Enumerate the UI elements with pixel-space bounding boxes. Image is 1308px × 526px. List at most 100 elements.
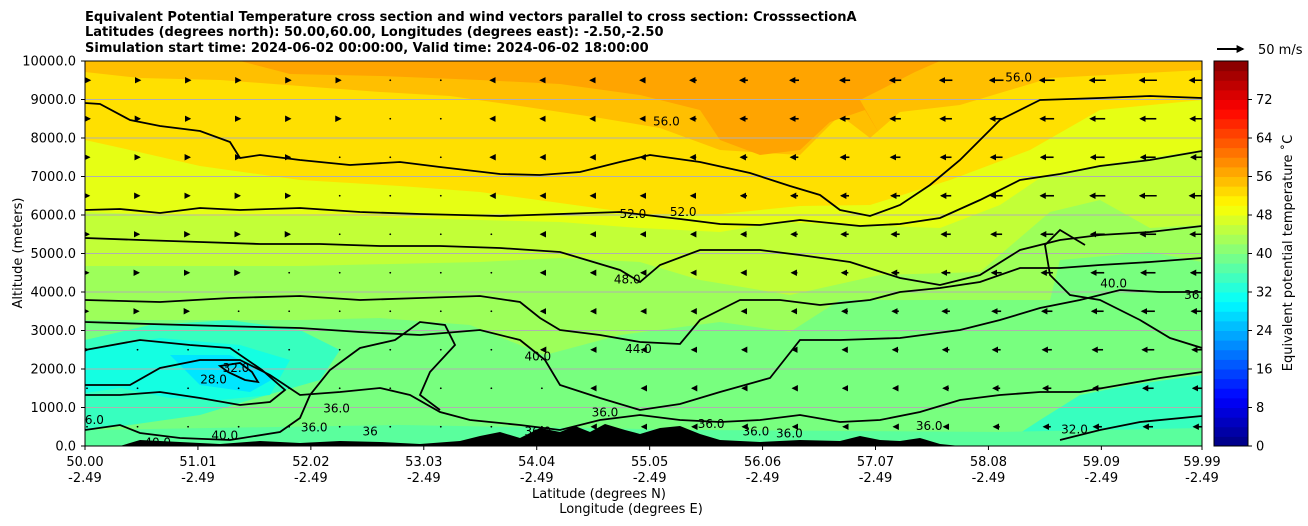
contour-52 [85,150,1202,227]
colorbar-band [1214,80,1248,91]
x-axis-label-latitude: Latitude (degrees N) [532,487,666,502]
wind-vector [237,425,240,428]
contour-28 [217,362,260,384]
colorbar-band [1214,407,1248,418]
wind-vector [338,156,341,159]
colorbar-tick-label: 32 [1256,286,1273,301]
colorbar: 0 8 16 24 32 40 48 56 64 72 [1213,60,1273,455]
contour-label: 36.0 [323,401,350,415]
colorbar-band [1214,99,1248,110]
colorbar-tick-label: 24 [1256,324,1273,339]
x-tick-label-lon: -2.49 [181,471,215,486]
chart-title-line-3: Simulation start time: 2024-06-02 00:00:… [85,41,649,56]
colorbar-tick-label: 40 [1256,247,1273,262]
y-tick-label: 8000.0 [31,132,77,147]
contour-label: 36 [362,425,377,439]
wind-vector [389,271,392,274]
x-tick-label-lon: -2.49 [633,471,667,486]
colorbar-band [1214,282,1248,293]
colorbar-band [1214,388,1248,399]
contour-lines [85,95,1202,441]
colorbar-band [1214,330,1248,341]
wind-vector [338,233,341,236]
colorbar-band [1214,186,1248,197]
colorbar-band [1214,224,1248,235]
contour-label: 48.0 [614,272,641,286]
contour-40 [85,289,1202,411]
wind-vector [288,310,291,313]
colorbar-band [1214,215,1248,226]
colorbar-band [1214,417,1248,428]
x-tick-label-lat: 55.05 [631,455,668,470]
contour-label: 36.0 [77,413,104,427]
wind-vector [338,348,341,351]
wind-vector [187,425,189,428]
band-60-64 [240,61,940,155]
wind-vector [490,310,493,313]
wind-vector [439,194,442,197]
x-tick-label-lat: 52.02 [292,455,329,470]
colorbar-band [1214,340,1248,351]
wind-vector [136,387,139,390]
colorbar-band [1214,118,1248,129]
contour-labels: 56.052.0 52.048.044.040.032.028.036.036.0… [77,70,1202,446]
wind-vector [439,271,442,274]
wind-vector [288,348,291,351]
wind-vector [490,348,493,351]
x-tick-label-lat: 53.03 [405,455,442,470]
x-tick-label-lon: -2.49 [859,471,893,486]
colorbar-label: Equivalent potential temperature ˚C [1280,135,1296,371]
contour-40-loop [1044,228,1202,349]
contour-label: 36.0 [698,417,725,431]
colorbar-band [1214,195,1248,206]
y-tick-label: 5000.0 [31,247,77,262]
colorbar-band [1214,369,1248,380]
wind-vector [338,387,341,390]
wind-vector [439,310,442,313]
contour-label: 36.0 [592,405,619,419]
wind-vector [490,387,493,390]
contour-36-b [85,321,457,441]
x-tick-label-lon: -2.49 [520,471,554,486]
y-tick-label: 2000.0 [31,363,77,378]
wind-vector [439,233,442,236]
wind-vector [288,271,291,274]
contour-label: 56.0 [1005,70,1032,84]
wind-vector [136,425,139,428]
colorbar-band [1214,292,1248,303]
colorbar-band [1214,166,1248,177]
x-tick-label-lat: 50.00 [66,455,103,470]
wind-vector [439,425,442,428]
y-tick-label: 10000.0 [22,55,76,70]
colorbar-tick-label: 16 [1256,363,1273,378]
wind-vector [389,117,392,120]
x-tick-label-lat: 57.07 [857,455,894,470]
wind-vector [439,79,442,82]
colorbar-band [1214,243,1248,254]
x-tick-label-lat: 51.01 [179,455,216,470]
x-tick-label-lon: -2.49 [68,471,102,486]
contour-label: 36.0 [524,425,551,439]
colorbar-band [1214,234,1248,245]
band-right-32-36 [1000,375,1202,446]
x-tick-label-lon: -2.49 [1185,471,1219,486]
x-axis-label-longitude: Longitude (degrees E) [559,502,703,517]
colorbar-tick-label: 8 [1256,401,1264,416]
wind-vector [439,156,442,159]
x-tick-label-lat: 56.06 [744,455,781,470]
colorbar-band [1214,205,1248,216]
wind-vector [389,156,392,159]
contour-label: 40.0 [211,428,238,442]
wind-vector [338,425,341,428]
colorbar-tick-label: 56 [1256,170,1273,185]
wind-vector [389,79,392,82]
contour-label: 36.0 [301,421,328,435]
quiver-key-label: 50 m/s [1258,43,1303,58]
y-tick-label: 4000.0 [31,286,77,301]
contour-label: 32.0 [1061,423,1088,437]
y-axis: 0.0 1000.0 2000.0 3000.0 4000.0 5000.0 6000.0 7… [22,55,85,455]
contour-label: 28.0 [200,373,227,387]
y-tick-label: 1000.0 [31,401,77,416]
y-tick-label: 7000.0 [31,170,77,185]
wind-vector [338,310,341,313]
